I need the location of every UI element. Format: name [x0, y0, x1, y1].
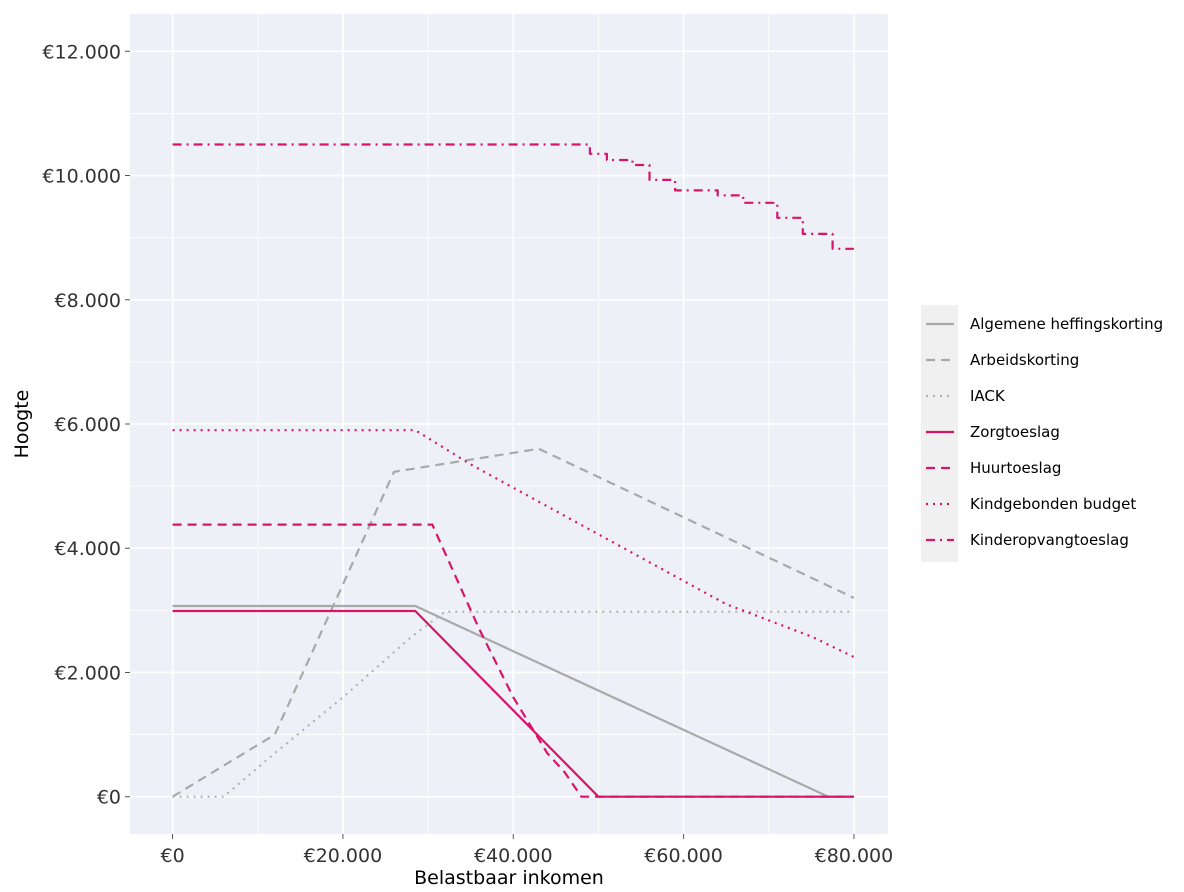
- legend-label: IACK: [970, 387, 1006, 405]
- series-line-huurtoeslag: [172, 523, 854, 798]
- y-tick-label: €8.000: [55, 290, 121, 312]
- x-tick-label: €40.000: [474, 845, 553, 867]
- legend-label: Zorgtoeslag: [970, 423, 1060, 441]
- series-line-arbeidskorting: [172, 447, 855, 798]
- series-line-kindgebonden-budget: [172, 429, 855, 658]
- y-tick-label: €0: [97, 787, 121, 809]
- x-tick-label: €0: [160, 845, 184, 867]
- grid-lines: [130, 14, 888, 834]
- series-lines: [172, 143, 855, 798]
- y-tick-label: €10.000: [42, 166, 121, 188]
- y-tick-label: €12.000: [42, 41, 121, 63]
- series-line-kinderopvangtoeslag: [172, 143, 854, 250]
- y-tick-label: €6.000: [55, 414, 121, 436]
- y-axis-ticks: €0 €2.000 €4.000 €6.000 €8.000 €10.000 €12.000: [42, 41, 130, 809]
- series-line-zorgtoeslag: [172, 609, 854, 798]
- legend-label: Arbeidskorting: [970, 351, 1079, 369]
- y-axis-title: Hoogte: [11, 390, 33, 459]
- legend-background: [921, 305, 958, 562]
- x-tick-label: €80.000: [815, 845, 894, 867]
- x-axis-title: Belastbaar inkomen: [414, 867, 604, 889]
- y-tick-label: €4.000: [55, 538, 121, 560]
- legend-label: Kindgebonden budget: [970, 495, 1136, 513]
- legend-label: Kinderopvangtoeslag: [970, 531, 1129, 549]
- legend: Algemene heffingskorting Arbeidskorting IA…: [921, 305, 1163, 562]
- x-tick-label: €60.000: [644, 845, 723, 867]
- y-tick-label: €2.000: [55, 662, 121, 684]
- legend-label: Algemene heffingskorting: [970, 315, 1163, 333]
- x-tick-label: €20.000: [304, 845, 383, 867]
- legend-label: Huurtoeslag: [970, 459, 1061, 477]
- x-axis-ticks: €0 €20.000 €40.000 €60.000 €80.000: [160, 834, 893, 867]
